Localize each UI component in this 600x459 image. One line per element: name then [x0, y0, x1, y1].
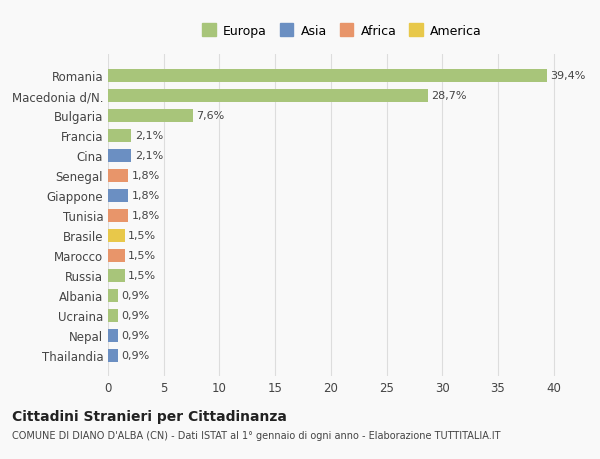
Text: 0,9%: 0,9% [121, 350, 149, 360]
Bar [108, 309, 118, 322]
Bar [108, 70, 547, 83]
Text: 0,9%: 0,9% [121, 291, 149, 301]
Bar [108, 249, 125, 262]
Bar [108, 90, 428, 102]
Text: 1,5%: 1,5% [128, 270, 156, 280]
Bar [108, 189, 128, 202]
Bar [108, 209, 128, 222]
Legend: Europa, Asia, Africa, America: Europa, Asia, Africa, America [197, 20, 487, 43]
Text: 1,5%: 1,5% [128, 251, 156, 261]
Text: 7,6%: 7,6% [196, 111, 224, 121]
Text: 0,9%: 0,9% [121, 330, 149, 340]
Text: 2,1%: 2,1% [135, 131, 163, 141]
Text: 39,4%: 39,4% [550, 71, 586, 81]
Bar [108, 110, 193, 123]
Text: 28,7%: 28,7% [431, 91, 467, 101]
Text: Cittadini Stranieri per Cittadinanza: Cittadini Stranieri per Cittadinanza [12, 409, 287, 423]
Bar [108, 169, 128, 182]
Text: 1,8%: 1,8% [131, 191, 160, 201]
Bar [108, 129, 131, 142]
Bar [108, 289, 118, 302]
Bar [108, 150, 131, 162]
Text: COMUNE DI DIANO D'ALBA (CN) - Dati ISTAT al 1° gennaio di ogni anno - Elaborazio: COMUNE DI DIANO D'ALBA (CN) - Dati ISTAT… [12, 431, 500, 440]
Text: 1,8%: 1,8% [131, 211, 160, 221]
Bar [108, 349, 118, 362]
Bar [108, 229, 125, 242]
Bar [108, 329, 118, 342]
Bar [108, 269, 125, 282]
Text: 0,9%: 0,9% [121, 310, 149, 320]
Text: 1,8%: 1,8% [131, 171, 160, 181]
Text: 2,1%: 2,1% [135, 151, 163, 161]
Text: 1,5%: 1,5% [128, 231, 156, 241]
